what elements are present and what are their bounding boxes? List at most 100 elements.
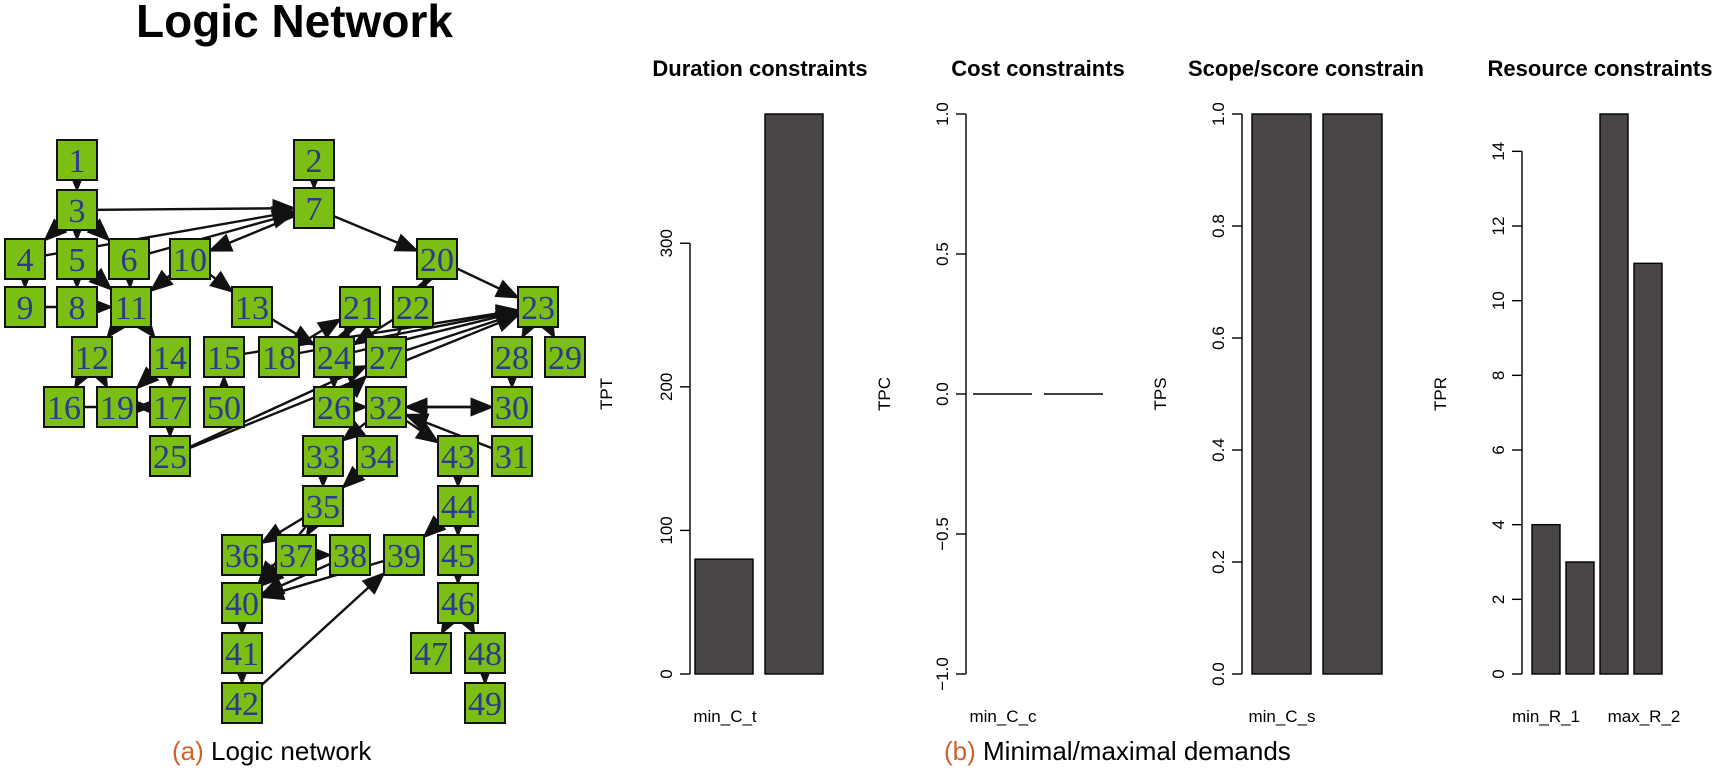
node-box: [491, 336, 533, 378]
node-box: [313, 386, 355, 428]
caption-b-text: Minimal/maximal demands: [983, 736, 1291, 766]
node-40: 40: [221, 582, 263, 624]
node-48: 48: [464, 632, 506, 674]
node-8: 8: [56, 286, 98, 328]
node-label: 44: [441, 489, 475, 526]
node-box: [365, 336, 407, 378]
node-label: 49: [468, 686, 502, 723]
node-label: 42: [225, 686, 259, 723]
node-box: [56, 238, 98, 280]
node-box: [293, 139, 335, 181]
node-label: 29: [548, 340, 582, 377]
node-label: 25: [153, 439, 187, 476]
node-box: [71, 336, 113, 378]
node-24: 24: [313, 336, 355, 378]
y-tick-label: 0: [1489, 669, 1508, 678]
node-label: 38: [333, 538, 367, 575]
x-tick-label: min_C_t: [693, 707, 757, 726]
node-label: 23: [521, 290, 555, 327]
node-10: 10: [169, 238, 211, 280]
node-label: 13: [235, 290, 269, 327]
node-box: [437, 534, 479, 576]
chart-panel-2: Cost constraints TPC −1.0 −0.5 0.0 0.5 1.0 min_…: [875, 56, 1125, 726]
chart-panel-1: Duration constraints TPT 0 100 200 300 min_C_t: [597, 56, 868, 726]
y-axis-label: TPC: [875, 377, 894, 411]
node-box: [4, 238, 46, 280]
node-1: 1: [56, 139, 98, 181]
node-label: 21: [343, 290, 377, 327]
node-box: [203, 386, 245, 428]
chart-title: Duration constraints: [652, 56, 867, 81]
node-34: 34: [356, 435, 398, 477]
node-50: 50: [203, 386, 245, 428]
node-box: [258, 336, 300, 378]
node-2: 2: [293, 139, 335, 181]
node-18: 18: [258, 336, 300, 378]
y-axis-label: TPS: [1151, 377, 1170, 410]
node-41: 41: [221, 632, 263, 674]
node-22: 22: [392, 286, 434, 328]
node-label: 28: [495, 340, 529, 377]
y-axis-label: TPR: [1431, 377, 1450, 411]
node-box: [56, 286, 98, 328]
node-44: 44: [437, 485, 479, 527]
node-label: 18: [262, 340, 296, 377]
node-label: 2: [306, 143, 323, 180]
node-label: 40: [225, 586, 259, 623]
node-box: [275, 534, 317, 576]
edge-24-23: [333, 307, 521, 359]
node-box: [517, 286, 559, 328]
bar-1: [694, 558, 754, 675]
node-label: 15: [207, 340, 241, 377]
node-box: [221, 534, 263, 576]
node-box: [4, 286, 46, 328]
chart-panel-4: Resource constraints TPR 0 2 4 6 8 10 12 14 min_R_…: [1431, 56, 1712, 726]
y-tick-label: 4: [1489, 520, 1508, 529]
node-label: 32: [369, 390, 403, 427]
chart-title: Resource constraints: [1488, 56, 1713, 81]
x-tick-label: min_C_c: [969, 707, 1037, 726]
node-6: 6: [108, 238, 150, 280]
y-tick-label: −1.0: [933, 657, 952, 691]
y-tick-label: 300: [657, 229, 676, 257]
node-box: [410, 632, 452, 674]
node-label: 47: [414, 636, 448, 673]
node-box: [169, 238, 211, 280]
y-tick-label: 0.0: [933, 382, 952, 406]
node-3: 3: [56, 189, 98, 231]
node-38: 38: [329, 534, 371, 576]
chart-title: Scope/score constrain: [1188, 56, 1424, 81]
node-label: 48: [468, 636, 502, 673]
node-box: [43, 386, 85, 428]
node-31: 31: [491, 435, 533, 477]
node-box: [110, 286, 152, 328]
node-box: [108, 238, 150, 280]
node-label: 39: [387, 538, 421, 575]
bar-4: [1633, 262, 1663, 675]
node-label: 41: [225, 636, 259, 673]
node-label: 27: [369, 340, 403, 377]
node-box: [356, 435, 398, 477]
node-5: 5: [56, 238, 98, 280]
constraint-charts: Duration constraintsTPT0100200300min_C_t…: [597, 56, 1712, 726]
node-33: 33: [302, 435, 344, 477]
node-28: 28: [491, 336, 533, 378]
y-tick-label: 0.0: [1209, 662, 1228, 686]
node-43: 43: [437, 435, 479, 477]
node-box: [491, 435, 533, 477]
node-39: 39: [383, 534, 425, 576]
node-label: 6: [121, 242, 138, 279]
chart-panel-3: Scope/score constrain TPS 0.0 0.2 0.4 0.6 0.8 1…: [1151, 56, 1424, 726]
node-label: 30: [495, 390, 529, 427]
y-tick-label: 14: [1489, 142, 1508, 161]
node-15: 15: [203, 336, 245, 378]
edge-42-39: [241, 571, 386, 704]
page-title: Logic Network: [136, 0, 453, 47]
caption-a-tag: (a): [172, 736, 204, 766]
node-label: 22: [396, 290, 430, 327]
node-label: 4: [17, 242, 34, 279]
y-tick-label: 0: [657, 669, 676, 678]
node-11: 11: [110, 286, 152, 328]
node-label: 36: [225, 538, 259, 575]
